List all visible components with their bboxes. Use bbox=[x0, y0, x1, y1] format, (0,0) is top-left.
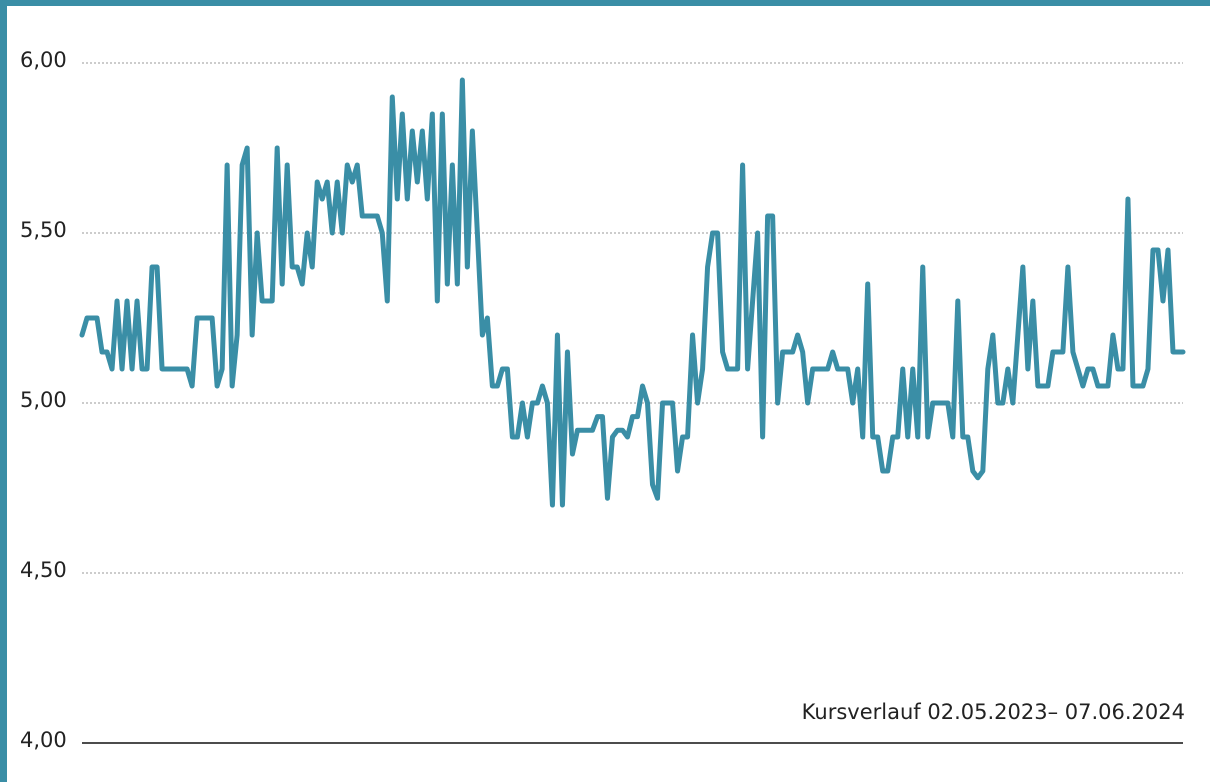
y-tick-label: 4,00 bbox=[20, 728, 67, 752]
top-border bbox=[0, 0, 1210, 6]
y-tick-label: 5,50 bbox=[20, 218, 67, 242]
y-tick-label: 4,50 bbox=[20, 558, 67, 582]
left-border bbox=[0, 0, 7, 782]
y-tick-label: 5,00 bbox=[20, 388, 67, 412]
annotation: Kursverlauf 02.05.2023– 07.06.2024 bbox=[802, 700, 1185, 724]
y-tick-label: 6,00 bbox=[20, 48, 67, 72]
price-line bbox=[79, 77, 1186, 508]
